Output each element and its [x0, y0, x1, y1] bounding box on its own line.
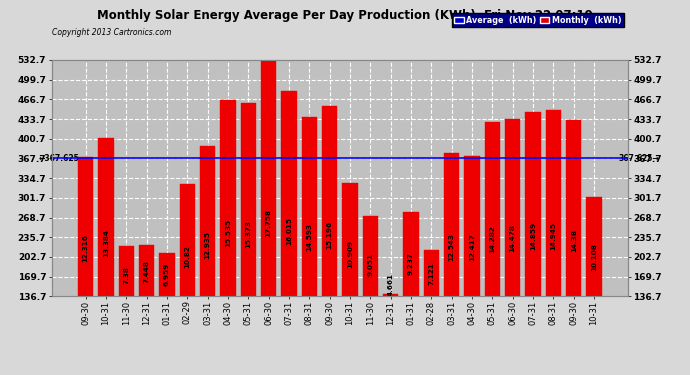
Bar	[444, 153, 460, 296]
Bar	[159, 253, 175, 296]
Bar	[78, 158, 93, 296]
Text: 14.38: 14.38	[571, 230, 577, 252]
Text: 10.108: 10.108	[591, 243, 597, 272]
Text: 10.82: 10.82	[184, 245, 190, 268]
Text: 15.196: 15.196	[326, 220, 333, 249]
Bar	[566, 120, 582, 296]
Bar	[586, 197, 602, 296]
Text: 14.478: 14.478	[510, 224, 515, 252]
Bar	[220, 100, 235, 296]
Text: 14.859: 14.859	[530, 222, 536, 250]
Bar	[342, 183, 357, 296]
Text: 12.935: 12.935	[205, 231, 210, 259]
Bar	[302, 117, 317, 296]
Bar	[383, 294, 398, 296]
Bar	[485, 122, 500, 296]
Text: 12.417: 12.417	[469, 233, 475, 261]
Bar	[98, 138, 114, 296]
Text: 7.448: 7.448	[144, 261, 150, 284]
Bar	[546, 110, 561, 296]
Text: ←367.625: ←367.625	[39, 154, 79, 163]
Bar	[119, 246, 134, 296]
Text: 6.959: 6.959	[164, 262, 170, 285]
Text: Monthly Solar Energy Average Per Day Production (KWh)  Fri Nov 22 07:19: Monthly Solar Energy Average Per Day Pro…	[97, 9, 593, 22]
Text: 14.945: 14.945	[551, 222, 556, 250]
Text: 14.593: 14.593	[306, 224, 313, 251]
Text: Copyright 2013 Cartronics.com: Copyright 2013 Cartronics.com	[52, 28, 171, 37]
Bar	[464, 156, 480, 296]
Text: 15.535: 15.535	[225, 219, 231, 247]
Legend: Average  (kWh), Monthly  (kWh): Average (kWh), Monthly (kWh)	[452, 13, 624, 27]
Bar	[404, 213, 419, 296]
Text: 9.051: 9.051	[367, 253, 373, 276]
Text: 14.282: 14.282	[489, 225, 495, 253]
Bar	[424, 251, 439, 296]
Text: 12.543: 12.543	[448, 232, 455, 261]
Text: 4.661: 4.661	[388, 273, 394, 296]
Bar	[525, 112, 541, 296]
Bar	[261, 60, 276, 296]
Bar	[363, 216, 378, 296]
Text: 367.625→: 367.625→	[618, 154, 659, 163]
Bar	[282, 91, 297, 296]
Bar	[322, 106, 337, 296]
Text: 13.384: 13.384	[103, 229, 109, 257]
Bar	[505, 118, 520, 296]
Bar	[179, 184, 195, 296]
Text: 12.316: 12.316	[83, 234, 88, 261]
Text: 17.758: 17.758	[266, 209, 272, 237]
Text: 15.373: 15.373	[245, 220, 251, 248]
Text: 10.909: 10.909	[347, 240, 353, 268]
Bar	[139, 244, 155, 296]
Text: 9.237: 9.237	[408, 252, 414, 275]
Text: 7.121: 7.121	[428, 262, 435, 285]
Text: 7.38: 7.38	[124, 266, 129, 284]
Bar	[200, 146, 215, 296]
Text: 16.015: 16.015	[286, 217, 292, 245]
Bar	[241, 103, 256, 296]
